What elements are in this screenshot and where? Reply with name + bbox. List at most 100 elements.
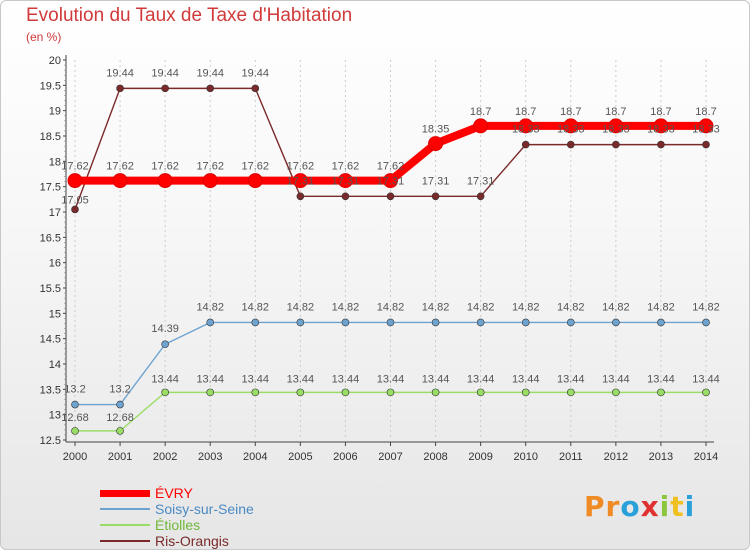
data-label: 13.44: [647, 373, 675, 385]
data-point: [566, 140, 575, 149]
data-label: 13.44: [377, 373, 405, 385]
data-point: [251, 84, 260, 93]
data-point: [296, 388, 305, 397]
logo-letter: i: [684, 490, 696, 523]
logo-letter: i: [659, 490, 671, 523]
logo-letter: t: [670, 490, 685, 523]
data-label: 17.62: [151, 161, 179, 173]
y-tick-label: 17: [49, 207, 61, 219]
y-tick-label: 20: [49, 55, 61, 67]
data-label: 17.31: [287, 175, 315, 187]
data-point: [161, 340, 169, 349]
data-point: [247, 173, 263, 189]
y-tick-label: 17.5: [40, 182, 61, 194]
data-label: 18.7: [470, 106, 491, 118]
data-point: [521, 388, 530, 397]
data-point: [521, 140, 530, 149]
data-label: 13.44: [602, 373, 630, 385]
data-point: [206, 318, 215, 327]
data-label: 14.82: [557, 301, 585, 313]
data-point: [612, 140, 620, 149]
data-label: 13.44: [557, 373, 585, 385]
data-point: [386, 192, 395, 201]
data-point: [476, 388, 485, 397]
data-label: 19.44: [151, 67, 179, 79]
legend-swatch-etiolles: [100, 524, 150, 526]
data-point: [71, 205, 79, 214]
x-tick-label: 2005: [288, 451, 312, 463]
legend-label-ris-orangis: Ris-Orangis: [155, 533, 229, 549]
data-point: [71, 400, 79, 409]
data-label: 13.44: [467, 373, 495, 385]
y-tick-label: 13.5: [40, 384, 61, 396]
data-point: [157, 173, 173, 189]
data-label: 13.44: [692, 373, 720, 385]
data-point: [653, 118, 669, 134]
x-tick-label: 2002: [153, 451, 177, 463]
data-label: 14.82: [422, 301, 450, 313]
data-label: 17.62: [242, 161, 270, 173]
x-tick-label: 2007: [378, 451, 402, 463]
data-label: 13.44: [196, 373, 224, 385]
data-point: [341, 192, 350, 201]
data-label: 18.33: [512, 124, 540, 136]
data-point: [476, 318, 485, 327]
data-label: 18.7: [515, 106, 536, 118]
chart-subtitle: (en %): [26, 30, 62, 44]
legend-label-evry: ÉVRY: [155, 485, 193, 501]
logo-letter: P: [584, 490, 606, 523]
data-point: [518, 118, 534, 134]
data-point: [251, 388, 260, 397]
y-tick-label: 15: [49, 308, 61, 320]
data-label: 18.7: [560, 106, 581, 118]
x-tick-label: 2014: [694, 451, 718, 463]
data-label: 18.33: [602, 124, 630, 136]
logo-letter: o: [620, 490, 641, 523]
logo-letter: x: [640, 490, 660, 523]
data-label: 14.82: [647, 301, 675, 313]
data-label: 13.44: [512, 373, 540, 385]
proxiti-logo[interactable]: Proxiti: [584, 490, 695, 523]
chart-title: Evolution du Taux de Taxe d'Habitation: [26, 5, 353, 26]
x-tick-label: 2009: [468, 451, 492, 463]
data-label: 17.31: [422, 175, 450, 187]
data-point: [383, 173, 398, 189]
data-point: [296, 318, 305, 327]
data-point: [566, 388, 575, 397]
data-point: [702, 388, 710, 397]
data-label: 13.2: [64, 384, 85, 396]
data-point: [206, 388, 215, 397]
data-point: [608, 118, 624, 134]
data-label: 13.44: [151, 373, 179, 385]
data-label: 17.62: [287, 161, 315, 173]
x-tick-label: 2010: [513, 451, 537, 463]
x-tick-label: 2011: [559, 451, 583, 463]
legend-swatch-ris-orangis: [100, 540, 150, 542]
data-label: 18.7: [650, 106, 671, 118]
x-tick-label: 2013: [649, 451, 673, 463]
y-tick-label: 12.5: [40, 435, 61, 447]
y-tick-label: 14.5: [40, 334, 61, 346]
data-point: [337, 173, 353, 189]
data-label: 19.44: [242, 67, 270, 79]
data-point: [161, 388, 169, 397]
data-point: [563, 118, 579, 134]
y-tick-label: 18: [49, 156, 61, 168]
data-point: [116, 427, 124, 435]
x-tick-label: 2001: [108, 451, 132, 463]
data-label: 14.82: [467, 301, 495, 313]
data-point: [566, 318, 575, 327]
data-point: [116, 84, 124, 93]
legend: ÉVRY Soisy-sur-Seine Étiolles Ris-Orangi…: [100, 485, 360, 550]
y-tick-label: 19.5: [40, 80, 61, 92]
data-point: [202, 173, 218, 189]
data-label: 17.31: [332, 175, 360, 187]
data-label: 13.2: [109, 384, 130, 396]
data-point: [657, 140, 665, 149]
data-point: [296, 192, 305, 201]
y-tick-label: 18.5: [40, 131, 61, 143]
legend-item-ris-orangis: Ris-Orangis: [100, 533, 360, 550]
data-point: [386, 388, 395, 397]
data-label: 13.44: [332, 373, 360, 385]
data-label: 13.44: [287, 373, 315, 385]
